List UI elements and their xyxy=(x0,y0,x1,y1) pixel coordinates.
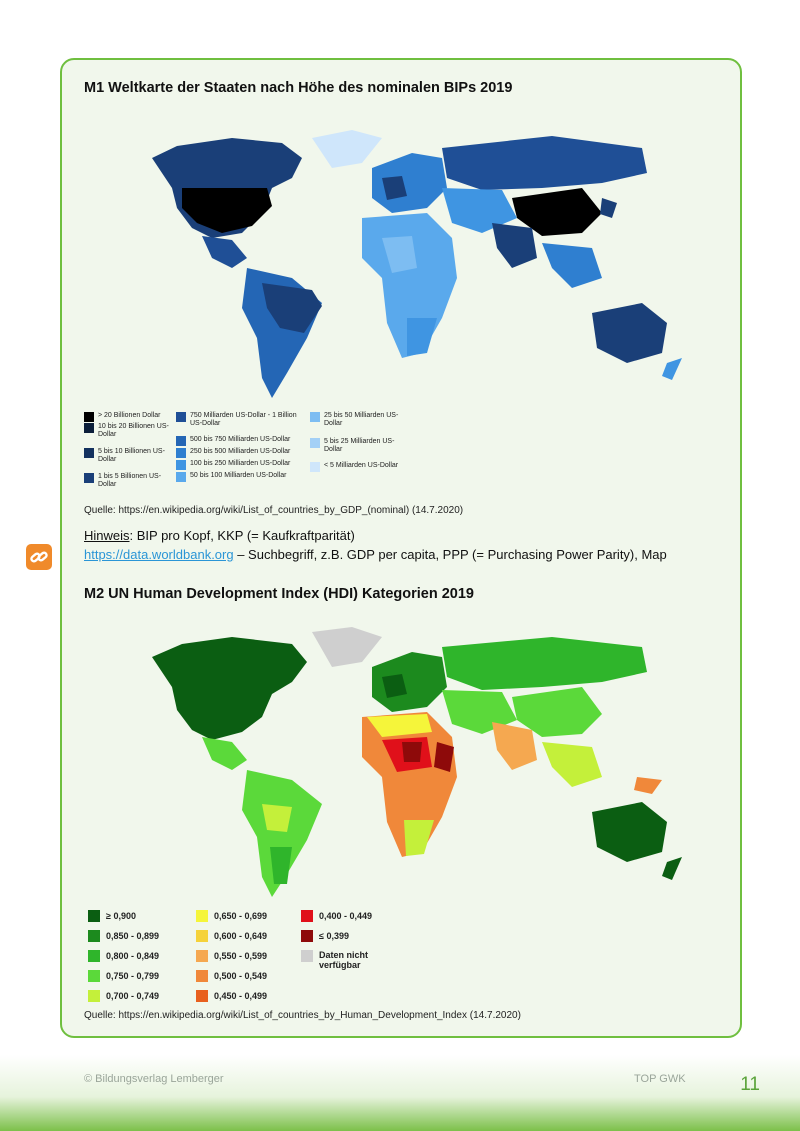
m2-legend-item: ≥ 0,900 xyxy=(88,910,136,922)
legend-label: 100 bis 250 Milliarden US-Dollar xyxy=(190,460,291,467)
legend-label: < 5 Milliarden US-Dollar xyxy=(324,462,399,469)
legend-swatch xyxy=(176,472,186,482)
m1-legend-item: 10 bis 20 Billionen US-Dollar xyxy=(84,423,170,439)
m2-legend-item: 0,800 - 0,849 xyxy=(88,950,159,962)
legend-label: 0,800 - 0,849 xyxy=(106,951,160,961)
m1-legend-item: 1 bis 5 Billionen US-Dollar xyxy=(84,473,170,489)
legend-label: 250 bis 500 Milliarden US-Dollar xyxy=(190,448,291,455)
legend-label: 500 bis 750 Milliarden US-Dollar xyxy=(190,436,291,443)
series-name: TOP GWK xyxy=(634,1073,686,1085)
legend-label: 1 bis 5 Billionen US-Dollar xyxy=(98,473,162,488)
hint-label: Hinweis xyxy=(84,528,130,543)
legend-label: 5 bis 25 Milliarden US-Dollar xyxy=(324,438,395,453)
publisher: © Bildungsverlag Lemberger xyxy=(84,1073,224,1085)
m1-title: M1 Weltkarte der Staaten nach Höhe des n… xyxy=(84,80,513,96)
m2-legend-item: 0,850 - 0,899 xyxy=(88,930,159,942)
legend-swatch xyxy=(176,448,186,458)
m1-source: Quelle: https://en.wikipedia.org/wiki/Li… xyxy=(84,505,464,516)
legend-swatch xyxy=(176,412,186,422)
legend-swatch xyxy=(84,412,94,422)
legend-swatch xyxy=(88,990,100,1002)
legend-label: ≤ 0,399 xyxy=(319,931,349,941)
legend-swatch xyxy=(310,462,320,472)
m1-legend-item: > 20 Billionen Dollar xyxy=(84,412,170,422)
legend-swatch xyxy=(196,970,208,982)
legend-label: 0,450 - 0,499 xyxy=(214,991,268,1001)
legend-swatch xyxy=(196,950,208,962)
m1-legend-item: 5 bis 25 Milliarden US-Dollar xyxy=(310,438,400,454)
m2-legend-item: 0,400 - 0,449 xyxy=(301,910,372,922)
hdi-world-map xyxy=(152,627,682,897)
worldbank-link[interactable]: https://data.worldbank.org xyxy=(84,547,234,562)
m2-legend-item: 0,500 - 0,549 xyxy=(196,970,267,982)
legend-label: 0,400 - 0,449 xyxy=(319,911,373,921)
legend-label: > 20 Billionen Dollar xyxy=(98,412,161,419)
legend-swatch xyxy=(84,473,94,483)
legend-label: 750 Milliarden US-Dollar - 1 Billion US-… xyxy=(190,412,297,427)
legend-swatch xyxy=(88,950,100,962)
m1-legend-item: 50 bis 100 Milliarden US-Dollar xyxy=(176,472,300,482)
legend-swatch xyxy=(310,438,320,448)
m2-legend-item: 0,600 - 0,649 xyxy=(196,930,267,942)
legend-swatch xyxy=(196,930,208,942)
m2-title: M2 UN Human Development Index (HDI) Kate… xyxy=(84,586,474,602)
footer-gradient xyxy=(0,1055,800,1131)
link-icon[interactable] xyxy=(26,544,52,570)
m1-legend-item: 500 bis 750 Milliarden US-Dollar xyxy=(176,436,300,446)
m1-legend-item: 100 bis 250 Milliarden US-Dollar xyxy=(176,460,300,470)
legend-label: 25 bis 50 Milliarden US-Dollar xyxy=(324,412,399,427)
m2-legend-item: 0,550 - 0,599 xyxy=(196,950,267,962)
hint-line: Hinweis: BIP pro Kopf, KKP (= Kaufkraftp… xyxy=(84,528,355,543)
legend-swatch xyxy=(196,910,208,922)
m2-source: Quelle: https://en.wikipedia.org/wiki/Li… xyxy=(84,1010,521,1021)
m2-legend-item: 0,700 - 0,749 xyxy=(88,990,159,1002)
m1-legend-item: 5 bis 10 Billionen US-Dollar xyxy=(84,448,170,464)
m1-legend-item: < 5 Milliarden US-Dollar xyxy=(310,462,400,472)
legend-swatch xyxy=(88,910,100,922)
m2-legend: ≥ 0,900 0,850 - 0,899 0,800 - 0,849 0,75… xyxy=(88,910,408,1006)
legend-label: ≥ 0,900 xyxy=(106,911,136,921)
gdp-world-map xyxy=(152,130,682,398)
legend-label: 0,700 - 0,749 xyxy=(106,991,160,1001)
m2-legend-item: 0,450 - 0,499 xyxy=(196,990,267,1002)
legend-swatch xyxy=(88,970,100,982)
worldbank-line: https://data.worldbank.org – Suchbegriff… xyxy=(84,547,667,562)
legend-label: 0,850 - 0,899 xyxy=(106,931,160,941)
legend-label: Daten nicht verfügbar xyxy=(319,950,369,970)
legend-swatch xyxy=(84,448,94,458)
legend-swatch xyxy=(310,412,320,422)
m1-legend-item: 750 Milliarden US-Dollar - 1 Billion US-… xyxy=(176,412,300,428)
legend-swatch xyxy=(301,910,313,922)
page-number: 11 xyxy=(740,1074,760,1095)
legend-label: 10 bis 20 Billionen US-Dollar xyxy=(98,423,169,438)
legend-label: 0,750 - 0,799 xyxy=(106,971,160,981)
legend-swatch xyxy=(196,990,208,1002)
hint-text: : BIP pro Kopf, KKP (= Kaufkraftparität) xyxy=(129,528,355,543)
legend-swatch xyxy=(88,930,100,942)
m2-legend-item: 0,750 - 0,799 xyxy=(88,970,159,982)
m2-legend-item: Daten nicht verfügbar xyxy=(301,950,381,970)
legend-label: 0,550 - 0,599 xyxy=(214,951,268,961)
worldbank-text: – Suchbegriff, z.B. GDP per capita, PPP … xyxy=(233,547,667,562)
m2-legend-item: 0,650 - 0,699 xyxy=(196,910,267,922)
legend-label: 50 bis 100 Milliarden US-Dollar xyxy=(190,472,287,479)
legend-swatch xyxy=(176,460,186,470)
legend-swatch xyxy=(301,950,313,962)
m1-legend-item: 250 bis 500 Milliarden US-Dollar xyxy=(176,448,300,458)
legend-swatch xyxy=(301,930,313,942)
legend-swatch xyxy=(84,423,94,433)
legend-label: 5 bis 10 Billionen US-Dollar xyxy=(98,448,165,463)
m1-legend: > 20 Billionen Dollar 10 bis 20 Billione… xyxy=(84,412,404,494)
legend-label: 0,650 - 0,699 xyxy=(214,911,268,921)
legend-swatch xyxy=(176,436,186,446)
m2-legend-item: ≤ 0,399 xyxy=(301,930,349,942)
legend-label: 0,500 - 0,549 xyxy=(214,971,268,981)
legend-label: 0,600 - 0,649 xyxy=(214,931,268,941)
m1-legend-item: 25 bis 50 Milliarden US-Dollar xyxy=(310,412,400,428)
